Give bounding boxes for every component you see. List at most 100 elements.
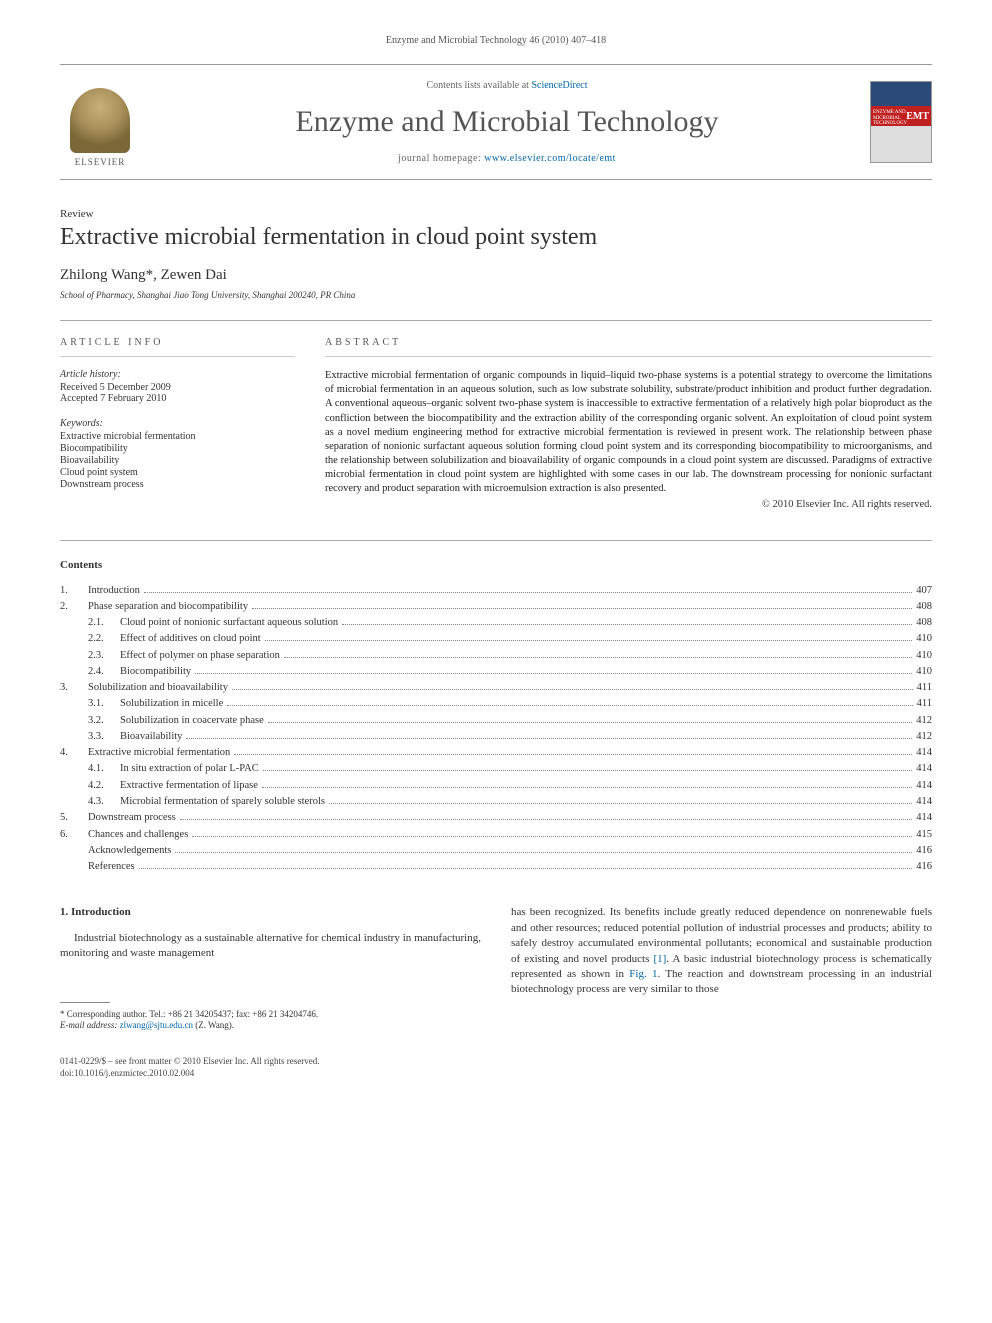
toc-dots <box>175 852 912 853</box>
body-col-right: has been recognized. Its benefits includ… <box>511 905 932 1032</box>
homepage-prefix: journal homepage: <box>398 153 484 164</box>
toc-label: Chances and challenges <box>88 827 188 843</box>
toc-row[interactable]: Acknowledgements 416 <box>60 843 932 859</box>
section-title: Introduction <box>71 906 131 918</box>
toc-dots <box>252 608 912 609</box>
toc-page: 407 <box>916 583 932 599</box>
keyword-item: Extractive microbial fermentation <box>60 431 295 442</box>
toc-page: 410 <box>916 664 932 680</box>
masthead-center: Contents lists available at ScienceDirec… <box>144 80 870 164</box>
toc-label: Biocompatibility <box>120 664 191 680</box>
contents-heading: Contents <box>60 559 932 571</box>
toc-label: Effect of additives on cloud point <box>120 631 261 647</box>
toc-label: Solubilization and bioavailability <box>88 680 228 696</box>
toc-dots <box>234 754 912 755</box>
toc-num: 3.3. <box>88 729 120 745</box>
contents-prefix: Contents lists available at <box>426 80 531 91</box>
toc-row[interactable]: 1.Introduction407 <box>60 583 932 599</box>
toc-num: 6. <box>60 827 88 843</box>
ref-link-1[interactable]: [1] <box>653 953 666 965</box>
keyword-item: Biocompatibility <box>60 443 295 454</box>
sciencedirect-link[interactable]: ScienceDirect <box>531 80 587 91</box>
journal-title: Enzyme and Microbial Technology <box>144 105 870 139</box>
toc-dots <box>180 819 912 820</box>
toc-num: 1. <box>60 583 88 599</box>
article-info-col: article info Article history: Received 5… <box>60 337 295 510</box>
toc-label: Acknowledgements <box>88 843 171 859</box>
toc-page: 414 <box>916 778 932 794</box>
toc-page: 411 <box>917 680 932 696</box>
journal-cover-thumbnail: ENZYME AND MICROBIAL TECHNOLOGY EMT <box>870 81 932 163</box>
corresponding-author-footnote: * Corresponding author. Tel.: +86 21 342… <box>60 1009 481 1032</box>
footnote-rule <box>60 1002 110 1003</box>
doi-line: doi:10.1016/j.enzmictec.2010.02.004 <box>60 1068 932 1080</box>
homepage-link[interactable]: www.elsevier.com/locate/emt <box>484 153 616 164</box>
corr-author-line: * Corresponding author. Tel.: +86 21 342… <box>60 1009 481 1021</box>
toc-sub-row[interactable]: 3.2.Solubilization in coacervate phase41… <box>60 713 932 729</box>
email-link[interactable]: zlwang@sjtu.edu.cn <box>120 1020 193 1030</box>
body-paragraph: has been recognized. Its benefits includ… <box>511 905 932 997</box>
keyword-item: Downstream process <box>60 479 295 490</box>
toc-page: 410 <box>916 631 932 647</box>
toc-dots <box>186 738 912 739</box>
toc-label: Extractive fermentation of lipase <box>120 778 258 794</box>
page-container: Enzyme and Microbial Technology 46 (2010… <box>0 0 992 1119</box>
info-abstract-row: article info Article history: Received 5… <box>60 320 932 510</box>
body-col-left: 1. Introduction Industrial biotechnology… <box>60 905 481 1032</box>
toc-dots <box>144 592 912 593</box>
toc-label: Microbial fermentation of sparely solubl… <box>120 794 325 810</box>
page-footer: 0141-0229/$ – see front matter © 2010 El… <box>60 1056 932 1079</box>
article-type: Review <box>60 208 932 220</box>
toc-num: 5. <box>60 810 88 826</box>
history-label: Article history: <box>60 369 295 380</box>
toc-page: 411 <box>917 696 932 712</box>
toc-row[interactable]: 6.Chances and challenges 415 <box>60 827 932 843</box>
toc-dots <box>232 689 913 690</box>
article-info-heading: article info <box>60 337 295 357</box>
toc-dots <box>329 803 912 804</box>
elsevier-text: ELSEVIER <box>75 157 126 167</box>
toc-sub-row[interactable]: 2.1.Cloud point of nonionic surfactant a… <box>60 615 932 631</box>
toc-sub-row[interactable]: 2.4.Biocompatibility410 <box>60 664 932 680</box>
elsevier-tree-icon <box>70 88 130 153</box>
toc-dots <box>192 836 912 837</box>
toc-sub-row[interactable]: 3.3.Bioavailability 412 <box>60 729 932 745</box>
toc-row[interactable]: 4.Extractive microbial fermentation414 <box>60 745 932 761</box>
fig-link-1[interactable]: Fig. 1 <box>629 968 657 980</box>
toc-row[interactable]: 2.Phase separation and biocompatibility4… <box>60 599 932 615</box>
toc-num: 4.3. <box>88 794 120 810</box>
section-1-heading: 1. Introduction <box>60 905 481 920</box>
toc-sub-row[interactable]: 4.2.Extractive fermentation of lipase 414 <box>60 778 932 794</box>
authors: Zhilong Wang*, Zewen Dai <box>60 267 932 284</box>
toc-row[interactable]: 5.Downstream process414 <box>60 810 932 826</box>
toc-label: Cloud point of nonionic surfactant aqueo… <box>120 615 338 631</box>
toc-page: 410 <box>916 648 932 664</box>
toc-sub-row[interactable]: 2.2.Effect of additives on cloud point41… <box>60 631 932 647</box>
toc-row[interactable]: References416 <box>60 859 932 875</box>
abstract-heading: abstract <box>325 337 932 357</box>
toc-sub-row[interactable]: 4.3.Microbial fermentation of sparely so… <box>60 794 932 810</box>
toc-page: 412 <box>916 729 932 745</box>
email-suffix: (Z. Wang). <box>195 1020 234 1030</box>
running-head: Enzyme and Microbial Technology 46 (2010… <box>60 35 932 46</box>
toc-sub-row[interactable]: 2.3.Effect of polymer on phase separatio… <box>60 648 932 664</box>
toc-label: Phase separation and biocompatibility <box>88 599 248 615</box>
emt-badge: EMT <box>906 111 929 122</box>
toc-num: 2.3. <box>88 648 120 664</box>
toc-dots <box>268 722 913 723</box>
toc-num: 3.2. <box>88 713 120 729</box>
toc-sub-row[interactable]: 4.1.In situ extraction of polar L-PAC414 <box>60 761 932 777</box>
toc-page: 415 <box>916 827 932 843</box>
masthead: ELSEVIER Contents lists available at Sci… <box>60 64 932 180</box>
toc-num: 4.2. <box>88 778 120 794</box>
toc-num: 2.1. <box>88 615 120 631</box>
toc-label: Bioavailability <box>120 729 182 745</box>
toc-num: 4. <box>60 745 88 761</box>
toc-row[interactable]: 3.Solubilization and bioavailability411 <box>60 680 932 696</box>
contents-list-line: Contents lists available at ScienceDirec… <box>144 80 870 91</box>
toc-page: 416 <box>916 843 932 859</box>
toc-sub-row[interactable]: 3.1.Solubilization in micelle411 <box>60 696 932 712</box>
toc-num: 4.1. <box>88 761 120 777</box>
toc-dots <box>265 640 913 641</box>
body-paragraph: Industrial biotechnology as a sustainabl… <box>60 931 481 962</box>
